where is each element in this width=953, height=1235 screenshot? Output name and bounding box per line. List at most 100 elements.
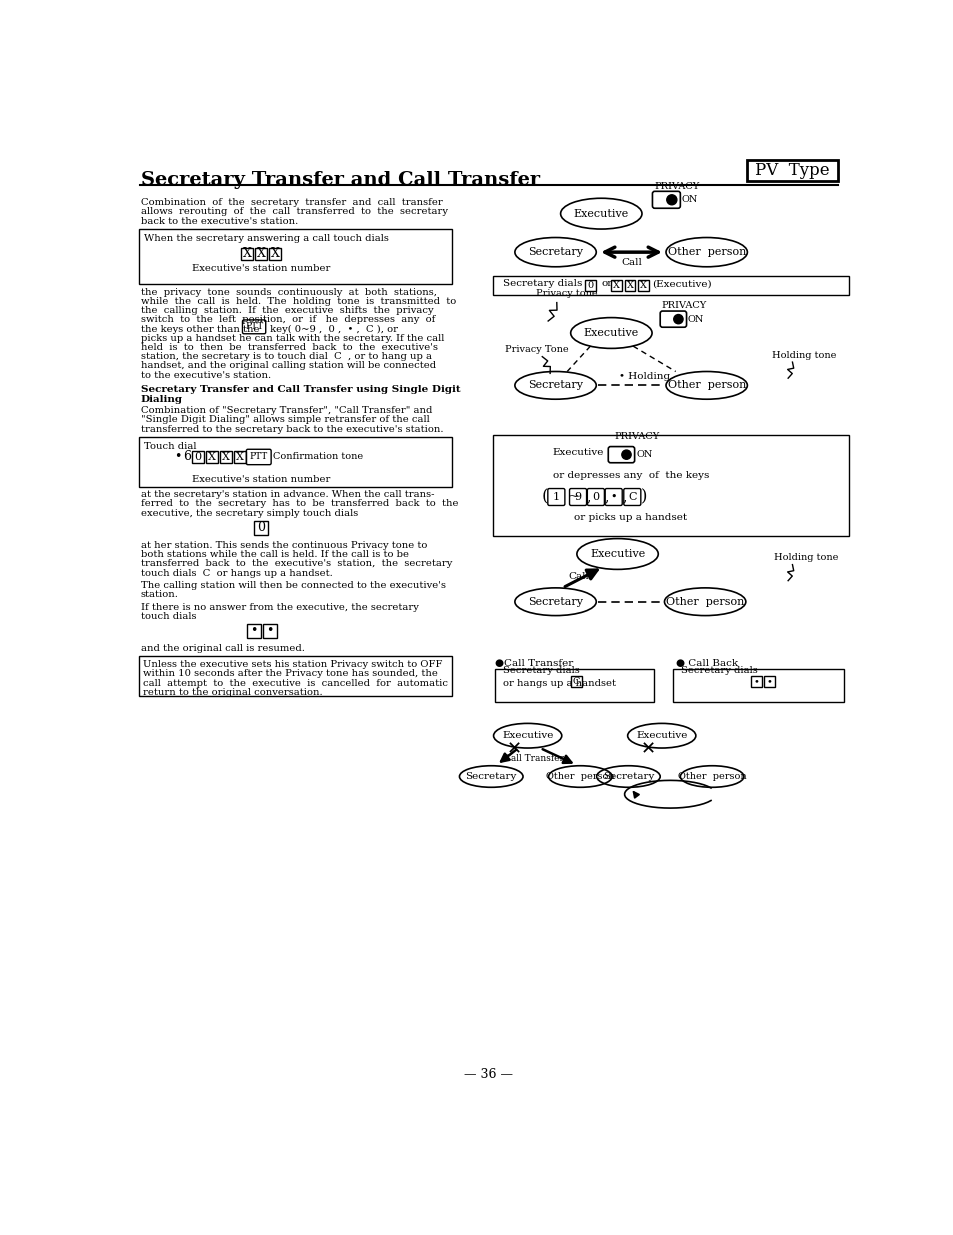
Text: Other  person: Other person xyxy=(677,772,745,781)
Text: or: or xyxy=(600,279,612,288)
Text: call  attempt  to  the  executive  is  cancelled  for  automatic: call attempt to the executive is cancell… xyxy=(143,679,448,688)
Text: back to the executive's station.: back to the executive's station. xyxy=(141,216,298,226)
Text: Secretary: Secretary xyxy=(528,247,582,257)
Text: ,: , xyxy=(621,490,626,504)
Text: handset, and the original calling station will be connected: handset, and the original calling statio… xyxy=(141,362,436,370)
Text: X: X xyxy=(256,247,265,261)
Text: PRIVACY: PRIVACY xyxy=(661,301,706,310)
Text: Other  person: Other person xyxy=(667,380,745,390)
Text: If there is no answer from the executive, the secretary: If there is no answer from the executive… xyxy=(141,603,418,611)
Text: picks up a handset he can talk with the secretary. If the call: picks up a handset he can talk with the … xyxy=(141,333,444,343)
Text: •: • xyxy=(174,451,182,463)
Text: Call Transfer: Call Transfer xyxy=(503,755,563,763)
Text: Secretary Transfer and Call Transfer: Secretary Transfer and Call Transfer xyxy=(141,172,539,189)
Text: ~: ~ xyxy=(567,490,578,504)
Text: or depresses any  of  the keys: or depresses any of the keys xyxy=(552,471,708,479)
Text: X: X xyxy=(236,452,244,462)
Text: "Single Digit Dialing" allows simple retransfer of the call: "Single Digit Dialing" allows simple ret… xyxy=(141,415,429,425)
Text: both stations while the call is held. If the call is to be: both stations while the call is held. If… xyxy=(141,550,409,559)
Text: Executive: Executive xyxy=(501,731,553,740)
Text: transferred  back  to  the  executive's  station,  the  secretary: transferred back to the executive's stat… xyxy=(141,559,452,568)
Text: Executive: Executive xyxy=(583,329,639,338)
Text: ON: ON xyxy=(636,451,652,459)
Text: PTT: PTT xyxy=(245,322,263,331)
Text: When the secretary answering a call touch dials: When the secretary answering a call touc… xyxy=(144,233,389,242)
FancyBboxPatch shape xyxy=(652,191,679,209)
Text: Privacy Tone: Privacy Tone xyxy=(505,346,568,354)
Text: Secretary Transfer and Call Transfer using Single Digit: Secretary Transfer and Call Transfer usi… xyxy=(141,384,460,394)
Text: ✕: ✕ xyxy=(506,741,521,758)
Text: ON: ON xyxy=(686,315,703,324)
Text: Combination  of  the  secretary  transfer  and  call  transfer: Combination of the secretary transfer an… xyxy=(141,199,442,207)
Text: at her station. This sends the continuous Privacy tone to: at her station. This sends the continuou… xyxy=(141,541,427,550)
Text: the  calling  station.  If  the  executive  shifts  the  privacy: the calling station. If the executive sh… xyxy=(141,306,433,315)
Text: Holding tone: Holding tone xyxy=(771,351,835,359)
Text: X: X xyxy=(208,452,216,462)
Text: Secretary: Secretary xyxy=(602,772,654,781)
Text: X: X xyxy=(222,452,230,462)
Text: to the executive's station.: to the executive's station. xyxy=(141,370,271,379)
Text: X: X xyxy=(613,280,619,290)
Text: Touch dial: Touch dial xyxy=(144,442,196,451)
Text: ●Call Transfer: ●Call Transfer xyxy=(495,659,573,668)
Text: X: X xyxy=(242,247,252,261)
Text: the  privacy  tone  sounds  continuously  at  both  stations,: the privacy tone sounds continuously at … xyxy=(141,288,436,296)
Text: •: • xyxy=(753,677,759,687)
Text: executive, the secretary simply touch dials: executive, the secretary simply touch di… xyxy=(141,509,357,517)
Text: — 36 —: — 36 — xyxy=(464,1067,513,1081)
Text: Executive: Executive xyxy=(589,550,644,559)
Text: Executive: Executive xyxy=(552,447,603,457)
Text: Dialing: Dialing xyxy=(141,395,183,404)
Text: Confirmation tone: Confirmation tone xyxy=(273,452,362,462)
Text: or picks up a handset: or picks up a handset xyxy=(574,513,686,522)
Text: X: X xyxy=(639,280,646,290)
Text: PTT: PTT xyxy=(250,452,268,462)
Text: •: • xyxy=(250,625,257,637)
Text: switch  to  the  left  position,  or  if   he  depresses  any  of: switch to the left position, or if he de… xyxy=(141,315,435,325)
Text: 6: 6 xyxy=(183,451,192,463)
FancyBboxPatch shape xyxy=(659,311,686,327)
Text: •: • xyxy=(610,492,617,501)
Text: held  is  to  then  be  transferred  back  to  the  executive's: held is to then be transferred back to t… xyxy=(141,343,437,352)
Text: (: ( xyxy=(541,489,548,505)
Text: Call: Call xyxy=(620,258,641,267)
Text: Secretary dials: Secretary dials xyxy=(502,667,579,676)
Text: (Executive): (Executive) xyxy=(652,279,711,288)
Text: C: C xyxy=(572,677,579,687)
Text: station.: station. xyxy=(141,590,178,599)
FancyBboxPatch shape xyxy=(608,447,634,463)
Text: at the secretary's station in advance. When the call trans-: at the secretary's station in advance. W… xyxy=(141,490,434,499)
Text: Other  person: Other person xyxy=(667,247,745,257)
Text: ON: ON xyxy=(680,195,697,204)
Text: •: • xyxy=(765,677,772,687)
Text: while  the  call  is  held.  The  holding  tone  is  transmitted  to: while the call is held. The holding tone… xyxy=(141,296,456,306)
Text: 0: 0 xyxy=(592,492,598,501)
Text: Other  person: Other person xyxy=(545,772,614,781)
Text: X: X xyxy=(626,280,633,290)
Text: return to the original conversation.: return to the original conversation. xyxy=(143,688,322,697)
Text: Executive: Executive xyxy=(573,209,628,219)
Text: Combination of "Secretary Transfer", "Call Transfer" and: Combination of "Secretary Transfer", "Ca… xyxy=(141,406,432,415)
Text: Secretary: Secretary xyxy=(465,772,517,781)
Text: 0: 0 xyxy=(256,521,265,535)
Text: ● Call Back: ● Call Back xyxy=(675,659,737,668)
Text: ,: , xyxy=(586,490,590,504)
Text: ✕: ✕ xyxy=(640,741,656,758)
Text: or hangs up a handset: or hangs up a handset xyxy=(502,679,616,688)
Text: Executive's station number: Executive's station number xyxy=(192,475,330,484)
Text: Privacy tone: Privacy tone xyxy=(536,289,598,298)
Text: C: C xyxy=(627,492,636,501)
Text: The calling station will then be connected to the executive's: The calling station will then be connect… xyxy=(141,580,445,590)
Text: Secretary: Secretary xyxy=(528,597,582,606)
Text: 0: 0 xyxy=(587,280,593,290)
Text: transferred to the secretary back to the executive's station.: transferred to the secretary back to the… xyxy=(141,425,443,433)
Circle shape xyxy=(621,450,631,459)
Text: X: X xyxy=(271,247,279,261)
Text: station, the secretary is to touch dial  C  , or to hang up a: station, the secretary is to touch dial … xyxy=(141,352,432,362)
Text: ferred  to  the  secretary  has  to  be  transferred  back  to  the: ferred to the secretary has to be transf… xyxy=(141,499,458,509)
Text: 0: 0 xyxy=(194,452,202,462)
Text: within 10 seconds after the Privacy tone has sounded, the: within 10 seconds after the Privacy tone… xyxy=(143,669,437,678)
Text: Holding tone: Holding tone xyxy=(773,553,838,562)
Text: 1: 1 xyxy=(552,492,559,501)
Text: Secretary dials: Secretary dials xyxy=(680,667,757,676)
